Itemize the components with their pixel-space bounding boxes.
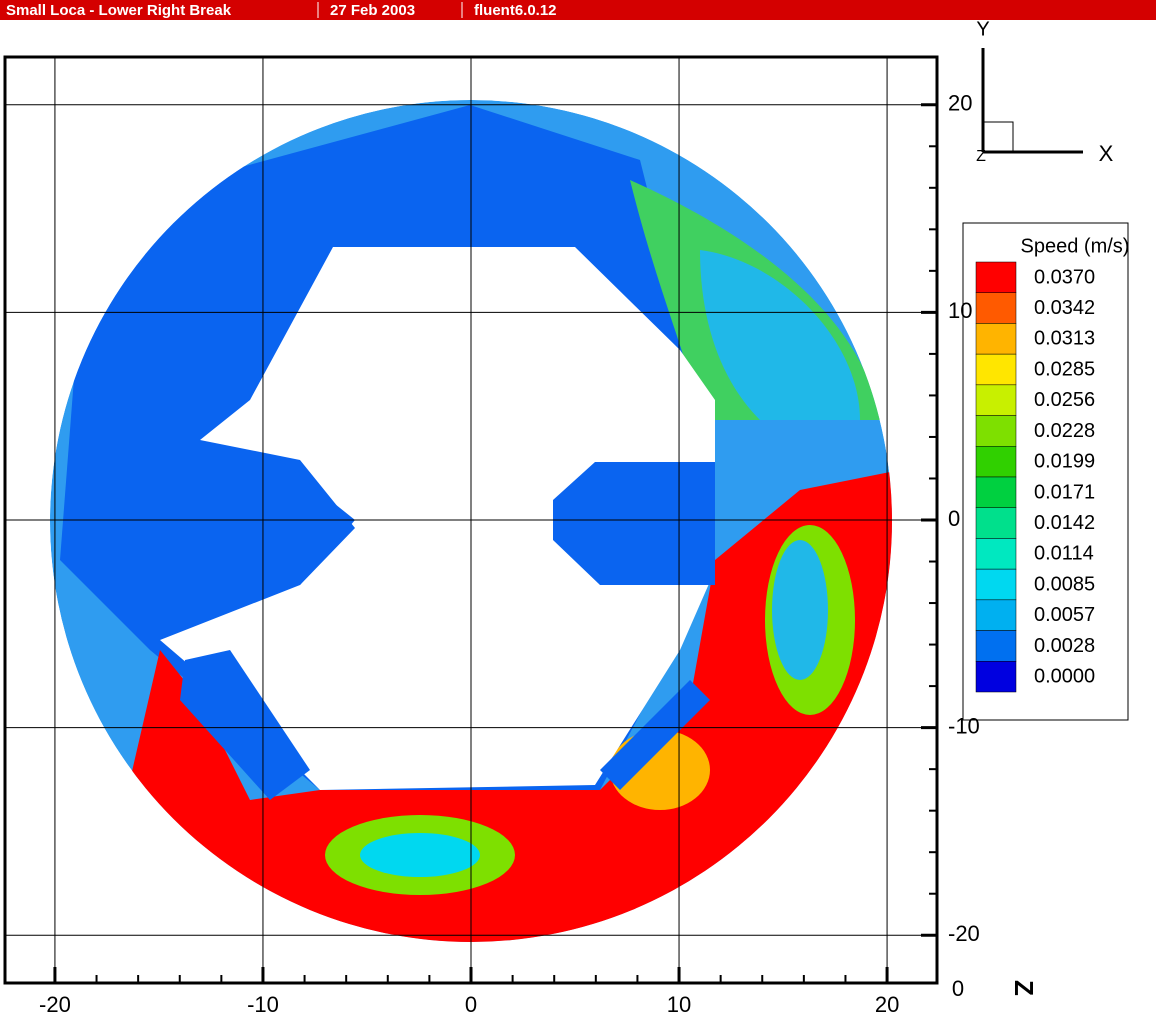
x-tick-label: 0 <box>465 992 477 1017</box>
legend-label: 0.0028 <box>1034 635 1095 657</box>
legend-label: 0.0000 <box>1034 666 1095 688</box>
legend-swatch <box>975 538 1017 570</box>
legend-swatch <box>975 353 1017 386</box>
triad-box <box>982 121 1014 153</box>
legend-title: Speed (m/s) <box>1021 235 1130 257</box>
legend-swatch <box>975 507 1017 539</box>
legend-swatch <box>975 599 1017 631</box>
chart-title: Small Loca - Lower Right Break <box>6 2 232 19</box>
solver: fluent6.0.12 <box>474 2 557 19</box>
x-axis-label: Z <box>1009 980 1039 996</box>
legend-label: 0.0085 <box>1034 573 1095 595</box>
legend-swatch <box>975 323 1017 355</box>
legend-label: 0.0285 <box>1034 358 1095 380</box>
field-region <box>553 462 715 585</box>
contour-field <box>50 100 892 942</box>
legend-label: 0.0313 <box>1034 328 1095 350</box>
solid-region <box>160 247 715 790</box>
legend-swatch <box>975 292 1017 324</box>
field-region <box>600 680 710 790</box>
legend-swatch <box>975 446 1017 478</box>
field-region <box>772 540 828 680</box>
y-tick-label: 0 <box>948 506 960 531</box>
legend-label: 0.0171 <box>1034 481 1095 503</box>
legend-swatch <box>975 261 1017 293</box>
date: 27 Feb 2003 <box>330 2 415 19</box>
field-region <box>360 833 480 877</box>
legend-label: 0.0142 <box>1034 512 1095 534</box>
y-tick-label: -10 <box>948 713 980 738</box>
legend-swatch <box>975 661 1017 693</box>
legend-swatch <box>975 415 1017 447</box>
x-tick-label: 10 <box>667 992 691 1017</box>
legend-label: 0.0342 <box>1034 297 1095 319</box>
legend-label: 0.0370 <box>1034 266 1095 288</box>
field-region <box>180 650 310 800</box>
legend-label: 0.0256 <box>1034 389 1095 411</box>
legend-swatch <box>975 568 1017 601</box>
legend-label: 0.0057 <box>1034 604 1095 626</box>
legend-label: 0.0199 <box>1034 451 1095 473</box>
y-tick-label: 10 <box>948 298 972 323</box>
legend-swatch <box>975 630 1017 662</box>
legend-swatch <box>975 476 1017 508</box>
legend-label: 0.0114 <box>1034 543 1094 565</box>
field-region <box>700 250 860 420</box>
field-region <box>115 460 355 585</box>
triad-label: Y <box>976 18 989 40</box>
x-tick-label: -10 <box>247 992 279 1017</box>
legend-label: 0.0228 <box>1034 420 1095 442</box>
axis-triad: Y X Z <box>976 18 1114 166</box>
y-tick-label: 20 <box>948 91 972 116</box>
field-region <box>50 470 892 942</box>
x-tick-label: 20 <box>875 992 899 1017</box>
y-tick-label: -20 <box>948 921 980 946</box>
triad-label: X <box>1099 141 1114 166</box>
x-tick-label: -20 <box>39 992 71 1017</box>
legend-swatch <box>975 384 1017 416</box>
corner-label: 0 <box>952 976 964 1001</box>
triad-label: Z <box>976 148 986 165</box>
title-bar <box>0 0 1156 20</box>
